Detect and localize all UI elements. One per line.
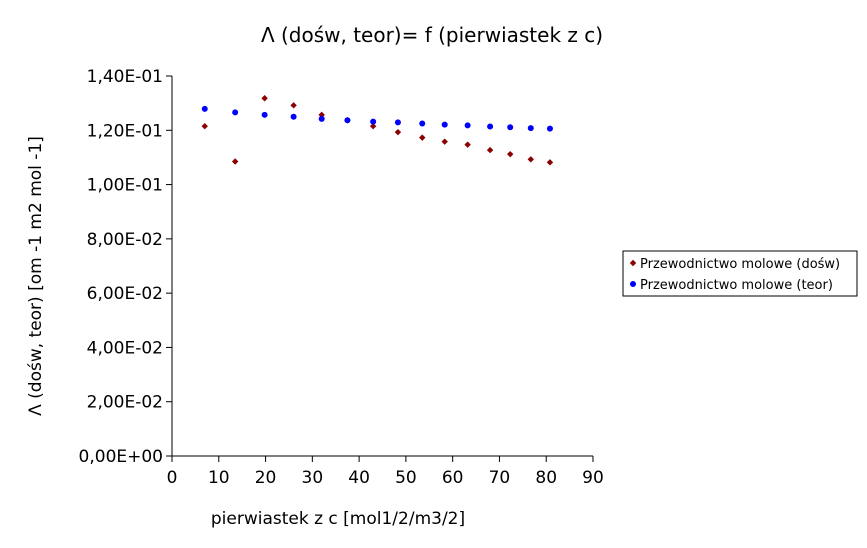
x-axis: 0 10 20 30 40 50 60 70 80 90 bbox=[167, 455, 604, 488]
data-points bbox=[201, 95, 554, 166]
x-tick-label: 0 bbox=[167, 468, 178, 488]
data-point bbox=[290, 102, 297, 109]
legend-items: Przewodnictwo molowe (dośw) Przewodnictwo… bbox=[629, 257, 840, 293]
data-point bbox=[369, 123, 377, 130]
x-tick-label: 90 bbox=[582, 468, 604, 488]
data-point bbox=[318, 115, 325, 122]
legend-marker bbox=[629, 259, 637, 267]
legend-box bbox=[622, 250, 858, 297]
data-point bbox=[527, 125, 534, 132]
data-point bbox=[344, 117, 351, 124]
x-tick-label: 20 bbox=[255, 468, 277, 488]
y-axis-title: Λ (dośw, teor) [om -1 m2 mol -1] bbox=[26, 136, 46, 416]
data-point bbox=[441, 121, 448, 128]
data-point bbox=[507, 124, 514, 131]
x-axis-title: pierwiastek z c [mol1/2/m3/2] bbox=[211, 509, 465, 529]
x-tick-label: 80 bbox=[535, 468, 557, 488]
data-point bbox=[464, 141, 471, 148]
data-point bbox=[201, 123, 208, 130]
x-tick-label: 10 bbox=[208, 468, 230, 488]
x-tick-label: 70 bbox=[489, 468, 511, 488]
data-point bbox=[232, 109, 239, 116]
data-point bbox=[290, 113, 297, 120]
data-point bbox=[394, 119, 401, 126]
data-point bbox=[441, 138, 448, 145]
y-tick-label: 1,40E-01 bbox=[87, 67, 163, 87]
y-tick-label: 8,00E-02 bbox=[87, 230, 163, 250]
y-tick-label: 0,00E+00 bbox=[79, 447, 163, 467]
series-dosw bbox=[201, 95, 554, 166]
data-point bbox=[261, 95, 268, 102]
data-point bbox=[394, 128, 402, 136]
data-point bbox=[464, 122, 471, 129]
data-point bbox=[546, 159, 554, 166]
x-tick-label: 30 bbox=[302, 468, 324, 488]
data-point bbox=[231, 158, 239, 165]
legend-label: Przewodnictwo molowe (dośw) bbox=[640, 257, 840, 272]
data-point bbox=[419, 120, 426, 127]
series-teor bbox=[201, 105, 553, 132]
chart-title: Λ (dośw, teor)= f (pierwiastek z c) bbox=[261, 23, 603, 47]
data-point bbox=[419, 134, 426, 141]
data-point bbox=[487, 123, 494, 130]
data-point bbox=[486, 146, 494, 154]
data-point bbox=[527, 156, 534, 163]
y-tick-label: 4,00E-02 bbox=[87, 338, 163, 358]
y-tick-label: 1,20E-01 bbox=[87, 121, 163, 141]
data-point bbox=[261, 111, 268, 118]
y-tick-label: 6,00E-02 bbox=[87, 284, 163, 304]
y-axis: 0,00E+00 2,00E-02 4,00E-02 6,00E-02 8,00E-02… bbox=[79, 67, 173, 467]
legend-label: Przewodnictwo molowe (teor) bbox=[640, 278, 833, 293]
data-point bbox=[201, 105, 208, 112]
x-tick-label: 50 bbox=[395, 468, 417, 488]
x-tick-label: 60 bbox=[442, 468, 464, 488]
data-point bbox=[546, 125, 553, 132]
data-point bbox=[507, 150, 514, 158]
legend: Przewodnictwo molowe (dośw) Przewodnictwo… bbox=[622, 250, 858, 297]
data-point bbox=[370, 118, 377, 125]
y-tick-label: 2,00E-02 bbox=[87, 393, 163, 413]
y-tick-label: 1,00E-01 bbox=[87, 176, 163, 196]
x-tick-label: 40 bbox=[348, 468, 370, 488]
legend-marker bbox=[630, 281, 636, 287]
